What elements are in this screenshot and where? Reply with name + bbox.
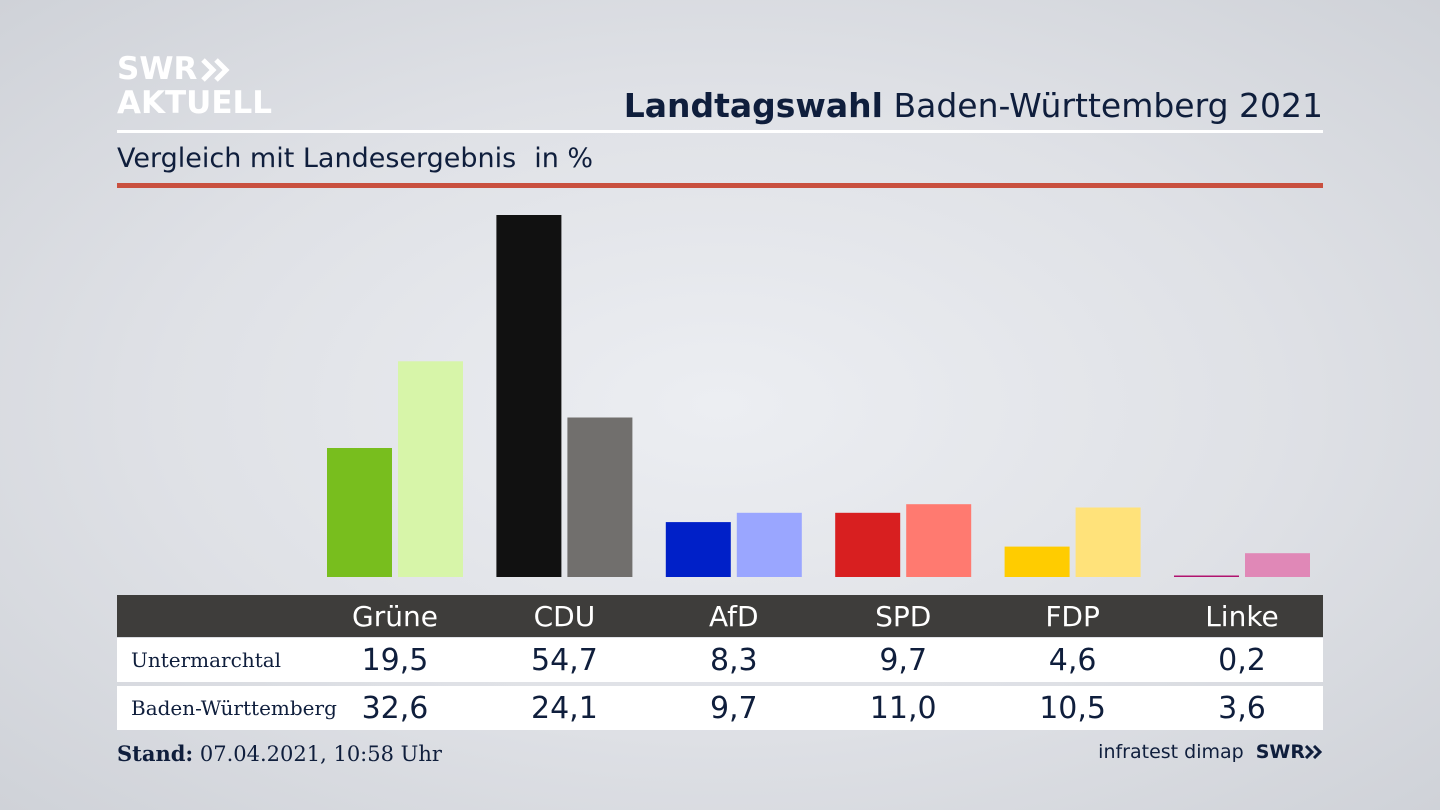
swr-brand: SWR (1256, 741, 1323, 763)
value-spd-baden-wurttemberg: 11,0 (869, 690, 937, 726)
bar-fdp-baden-wurttemberg (1075, 507, 1141, 577)
title-rest: Baden-Württemberg 2021 (893, 86, 1323, 125)
value-grune-untermarchtal: 19,5 (361, 642, 429, 678)
subtitle-rule (117, 183, 1323, 188)
column-header-fdp: FDP (1045, 599, 1100, 633)
value-fdp-baden-wurttemberg: 10,5 (1039, 690, 1106, 726)
double-chevron-icon (201, 57, 230, 82)
column-header-spd: SPD (875, 599, 932, 633)
chart-title: Landtagswahl Baden-Württemberg 2021 (624, 86, 1323, 125)
bar-fdp-untermarchtal (1004, 546, 1070, 577)
value-spd-untermarchtal: 9,7 (879, 642, 928, 678)
table-row-untermarchtal: Untermarchtal 19,5 54,7 8,3 9,7 4,6 0,2 (117, 638, 1323, 682)
row-label: Baden-Württemberg (131, 696, 337, 720)
stand-value: 07.04.2021, 10:58 Uhr (199, 742, 442, 766)
bar-spd-untermarchtal (835, 512, 901, 577)
double-chevron-icon (1305, 745, 1323, 759)
bar-grune-baden-wurttemberg (398, 361, 463, 577)
title-bold: Landtagswahl (623, 86, 883, 125)
subtitle-text: Vergleich mit Landesergebnis (117, 143, 517, 174)
column-header-linke: Linke (1205, 599, 1279, 633)
brand-label: SWR (1255, 741, 1305, 763)
title-rule (117, 130, 1323, 133)
stand-label: Stand: (117, 741, 194, 766)
swr-aktuell-logo: SWR AKTUELL (117, 54, 272, 119)
row-label: Untermarchtal (131, 648, 282, 672)
value-cdu-untermarchtal: 54,7 (530, 642, 598, 678)
column-header-cdu: CDU (533, 599, 596, 633)
bar-afd-untermarchtal (665, 522, 731, 577)
chart-subtitle: Vergleich mit Landesergebnis in % (117, 143, 593, 174)
table-header: Grüne CDU AfD SPD FDP Linke (117, 595, 1323, 637)
timestamp: Stand: 07.04.2021, 10:58 Uhr (117, 741, 442, 766)
value-linke-untermarchtal: 0,2 (1218, 642, 1266, 678)
table-row-baden-wuerttemberg: Baden-Württemberg 32,6 24,1 9,7 11,0 10,5 3,6 (117, 686, 1323, 730)
value-afd-untermarchtal: 8,3 (709, 642, 758, 678)
value-afd-baden-wurttemberg: 9,7 (709, 690, 758, 726)
value-grune-baden-wurttemberg: 32,6 (361, 690, 429, 726)
value-cdu-baden-wurttemberg: 24,1 (530, 690, 598, 726)
bar-linke-baden-wurttemberg (1245, 553, 1310, 577)
bar-spd-baden-wurttemberg (906, 504, 972, 577)
column-header-grune: Grüne (352, 599, 438, 633)
bar-cdu-baden-wurttemberg (567, 417, 633, 577)
column-header-afd: AfD (709, 599, 759, 633)
unit-label: in % (534, 143, 594, 174)
logo-line1: SWR (117, 51, 198, 87)
value-fdp-untermarchtal: 4,6 (1048, 642, 1097, 678)
value-linke-baden-wurttemberg: 3,6 (1218, 690, 1266, 726)
bar-afd-baden-wurttemberg (736, 512, 802, 577)
bar-cdu-untermarchtal (496, 215, 562, 577)
bar-linke-untermarchtal (1174, 575, 1239, 577)
logo-line2: AKTUELL (117, 85, 273, 121)
credit: infratest dimap SWR (1098, 741, 1323, 763)
source-label: infratest dimap (1098, 741, 1244, 763)
bar-grune-untermarchtal (327, 448, 392, 577)
